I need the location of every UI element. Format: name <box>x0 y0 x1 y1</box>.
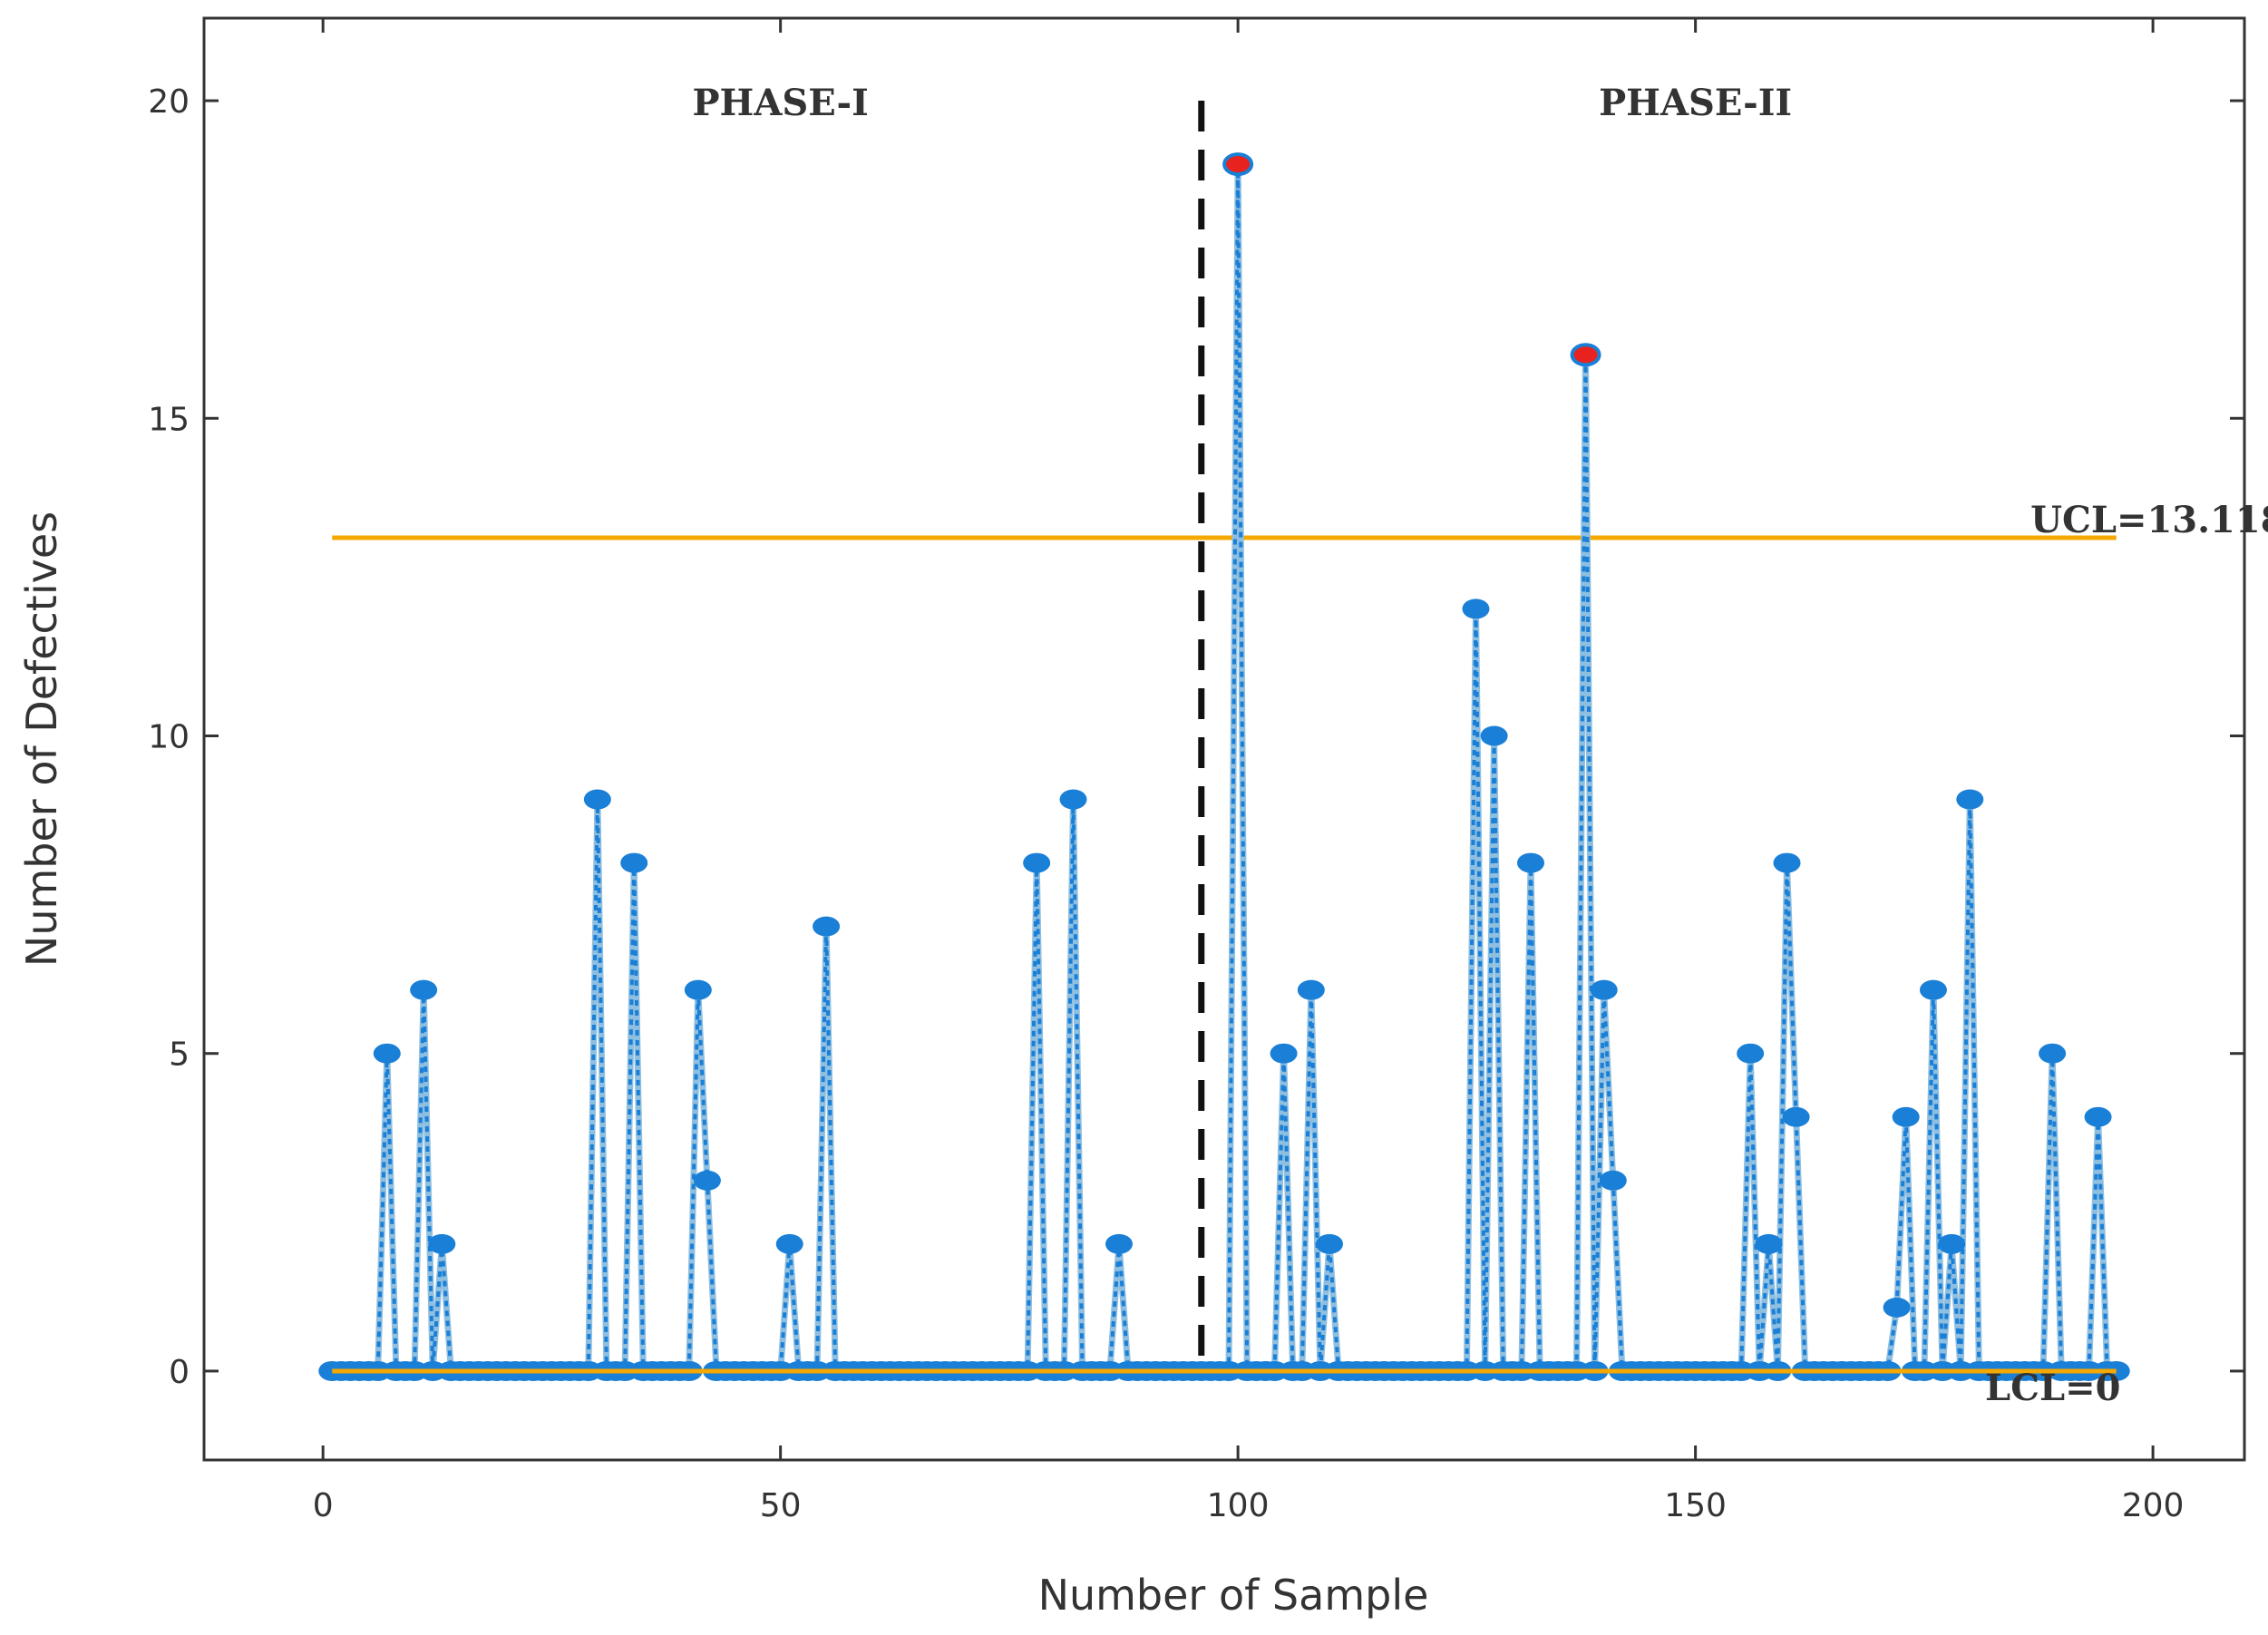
data-series <box>318 152 2130 1381</box>
y-tick-label: 15 <box>148 401 190 438</box>
control-limits <box>332 101 2117 1371</box>
data-point <box>1462 599 1490 619</box>
data-point <box>1059 789 1087 810</box>
x-tick-label: 0 <box>313 1487 334 1524</box>
data-point <box>684 979 712 1000</box>
data-point <box>1105 1233 1133 1254</box>
data-point <box>1270 1043 1298 1064</box>
data-point <box>1938 1233 1966 1254</box>
phase-ii-label: PHASE-II <box>1599 82 1792 124</box>
data-point <box>583 789 611 810</box>
data-point <box>1737 1043 1765 1064</box>
data-point <box>2039 1043 2067 1064</box>
plot-frame <box>202 16 2246 1462</box>
data-point <box>620 852 648 873</box>
x-axis-title: Number of Sample <box>1038 1571 1429 1620</box>
out-of-control-point <box>1570 343 1601 367</box>
chart-labels: PHASE-I PHASE-II UCL=13.1186 LCL=0 <box>692 82 2268 1409</box>
out-of-control-point <box>1222 152 1254 177</box>
y-tick-label: 5 <box>169 1036 190 1074</box>
x-tick-label: 150 <box>1664 1487 1727 1524</box>
data-point <box>1599 1170 1627 1191</box>
data-point <box>410 979 438 1000</box>
x-tick-label: 50 <box>760 1487 802 1524</box>
data-point <box>1480 725 1508 746</box>
data-point <box>428 1233 456 1254</box>
axis-ticks: 0 50 100 150 200 0 5 10 15 20 <box>148 18 2244 1524</box>
y-tick-label: 10 <box>148 718 190 755</box>
data-point <box>1892 1106 1920 1127</box>
data-point <box>1773 852 1801 873</box>
data-point <box>813 916 841 937</box>
data-point <box>2084 1106 2112 1127</box>
y-tick-label: 20 <box>148 83 190 121</box>
series-line <box>332 161 2117 1375</box>
data-point <box>1782 1106 1810 1127</box>
x-tick-label: 200 <box>2122 1487 2185 1524</box>
data-point <box>1883 1297 1911 1318</box>
ucl-label: UCL=13.1186 <box>2030 499 2268 541</box>
data-point <box>1023 852 1051 873</box>
data-point <box>1919 979 1947 1000</box>
y-axis-title: Number of Defectives <box>17 511 66 967</box>
data-point <box>1755 1233 1783 1254</box>
data-point <box>775 1233 803 1254</box>
series-line-dotted <box>332 164 2117 1373</box>
y-tick-label: 0 <box>169 1354 190 1391</box>
data-point <box>1590 979 1618 1000</box>
data-point <box>693 1170 721 1191</box>
data-point <box>373 1043 401 1064</box>
phase-i-label: PHASE-I <box>692 82 868 124</box>
data-point <box>1517 852 1545 873</box>
data-point <box>1316 1233 1344 1254</box>
lcl-label: LCL=0 <box>1985 1367 2120 1409</box>
x-tick-label: 100 <box>1207 1487 1270 1524</box>
data-point <box>1956 789 1984 810</box>
data-point <box>1297 979 1325 1000</box>
